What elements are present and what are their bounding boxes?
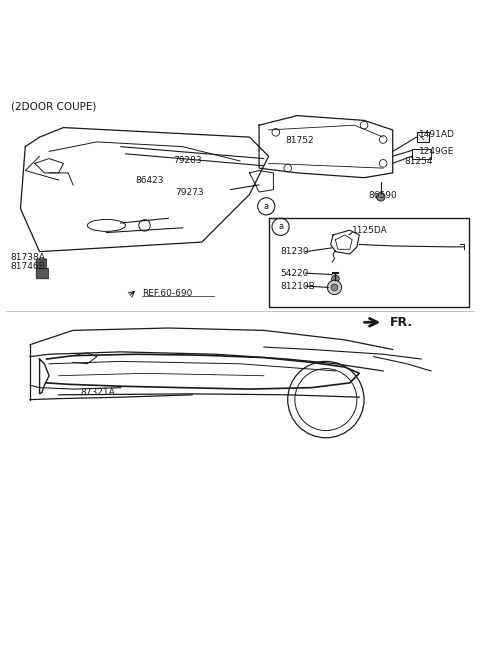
Text: 81752: 81752 <box>285 136 314 146</box>
Bar <box>269 218 469 306</box>
FancyBboxPatch shape <box>36 268 48 279</box>
Text: 81210B: 81210B <box>281 281 315 291</box>
Text: 87321A: 87321A <box>80 388 115 397</box>
Text: FR.: FR. <box>390 316 413 329</box>
Text: 1125DA: 1125DA <box>352 226 388 235</box>
Text: 86423: 86423 <box>135 176 164 184</box>
Circle shape <box>327 280 342 295</box>
Text: 1491AD: 1491AD <box>419 131 455 139</box>
Text: 81230: 81230 <box>281 247 309 256</box>
Text: (2DOOR COUPE): (2DOOR COUPE) <box>11 101 96 112</box>
Text: 54220: 54220 <box>281 268 309 277</box>
Text: REF.60-690: REF.60-690 <box>142 289 192 298</box>
Text: 81254: 81254 <box>405 157 433 167</box>
Text: 86590: 86590 <box>369 191 397 200</box>
Text: 81738A: 81738A <box>10 253 45 262</box>
Text: a: a <box>278 222 283 232</box>
Circle shape <box>331 284 338 291</box>
Text: 79273: 79273 <box>176 188 204 197</box>
Circle shape <box>332 275 339 283</box>
Circle shape <box>376 192 385 201</box>
FancyBboxPatch shape <box>36 259 47 270</box>
Text: a: a <box>264 202 269 211</box>
Text: 81746B: 81746B <box>10 262 45 272</box>
Text: 79283: 79283 <box>173 155 202 165</box>
Text: 1249GE: 1249GE <box>419 147 455 156</box>
